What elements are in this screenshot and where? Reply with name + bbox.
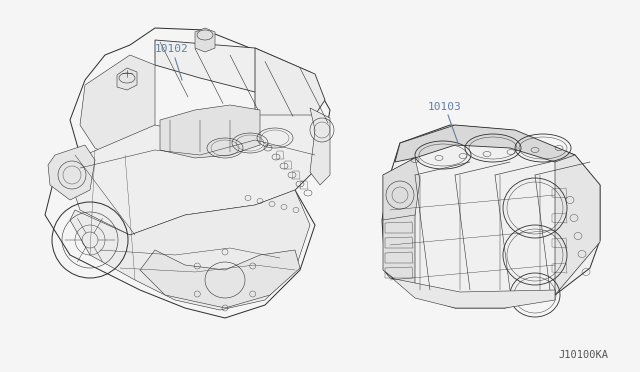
Polygon shape [385,272,555,308]
Polygon shape [382,125,600,308]
Polygon shape [255,48,325,130]
Polygon shape [48,145,95,200]
Polygon shape [70,115,320,235]
Polygon shape [555,155,600,295]
Polygon shape [45,28,330,318]
Text: 10103: 10103 [428,102,461,112]
Text: 10102: 10102 [155,44,189,54]
Text: J10100KA: J10100KA [558,350,608,360]
Polygon shape [140,250,300,308]
Polygon shape [155,40,320,108]
Polygon shape [160,105,260,158]
Polygon shape [383,158,420,220]
Polygon shape [117,68,137,90]
Polygon shape [80,55,155,165]
Polygon shape [310,108,330,185]
Polygon shape [383,158,415,295]
Polygon shape [70,190,310,310]
Polygon shape [195,28,215,52]
Polygon shape [395,125,575,170]
